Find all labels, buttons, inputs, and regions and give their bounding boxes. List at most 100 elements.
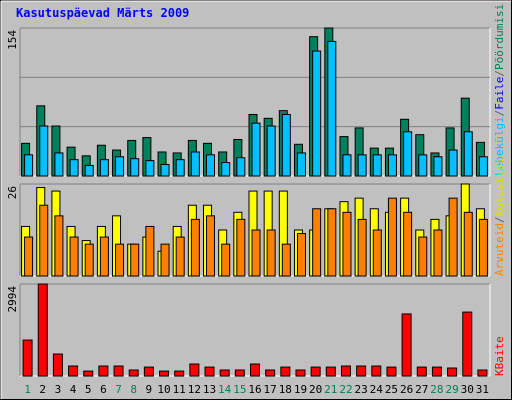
bar <box>463 131 473 177</box>
bar <box>221 162 231 177</box>
legend-text: KBaite <box>493 336 506 376</box>
bar <box>159 370 170 377</box>
bar <box>327 40 337 177</box>
bar <box>448 149 458 177</box>
bar <box>357 154 367 177</box>
x-tick-label: 8 <box>130 383 137 396</box>
x-tick-label: 28 <box>430 383 443 396</box>
bar <box>477 369 488 377</box>
bar <box>98 365 109 377</box>
bar <box>206 215 216 277</box>
bar <box>206 154 216 177</box>
bar <box>99 159 109 177</box>
x-tick-label: 30 <box>461 383 474 396</box>
bar <box>39 125 49 177</box>
legend-text: / <box>493 70 506 77</box>
legend: Arvuteid/Külastusi <box>493 157 506 276</box>
legend-text: / <box>493 216 506 223</box>
x-tick-label: 18 <box>279 383 292 396</box>
bar <box>401 313 412 377</box>
bar <box>295 369 306 377</box>
bar <box>296 233 306 277</box>
x-tick-label: 7 <box>115 383 122 396</box>
bar <box>234 369 245 377</box>
bar <box>251 229 261 277</box>
bar <box>128 369 139 377</box>
bar <box>84 243 94 277</box>
legend-text: / <box>493 110 506 117</box>
bar <box>115 156 125 177</box>
bar <box>52 353 63 377</box>
legend-text: Pöördumisi <box>493 4 506 70</box>
bar <box>296 152 306 177</box>
x-tick-label: 27 <box>415 383 428 396</box>
bar <box>130 158 140 177</box>
bar <box>387 154 397 177</box>
x-tick-label: 5 <box>85 383 92 396</box>
y-tick-label: 154 <box>6 30 19 50</box>
bar <box>418 236 428 277</box>
bar <box>251 122 261 177</box>
legend-text: Külastusi <box>493 157 506 217</box>
bar <box>266 125 276 177</box>
bar <box>113 365 124 377</box>
bar <box>130 243 140 277</box>
bar <box>69 236 79 277</box>
bar <box>143 366 154 377</box>
x-tick-label: 25 <box>385 383 398 396</box>
bar <box>204 366 215 377</box>
x-tick-label: 24 <box>370 383 384 396</box>
chart-title: Kasutuspäevad Märts 2009 <box>16 6 189 20</box>
bar <box>403 211 413 277</box>
legend: KBaite <box>493 336 506 376</box>
bar <box>54 152 64 177</box>
bar <box>236 218 246 277</box>
bar <box>462 311 473 377</box>
bar <box>356 365 367 377</box>
x-tick-label: 3 <box>55 383 62 396</box>
bar <box>433 156 443 177</box>
x-tick-label: 26 <box>400 383 413 396</box>
bar <box>160 163 170 177</box>
bar <box>312 208 322 277</box>
bar <box>175 159 185 177</box>
bar <box>342 211 352 277</box>
bar <box>416 366 427 377</box>
x-tick-label: 12 <box>188 383 201 396</box>
bar <box>325 366 336 377</box>
bar <box>174 370 185 377</box>
bar <box>310 366 321 377</box>
bar <box>266 229 276 277</box>
bar <box>372 229 382 277</box>
bar <box>463 211 473 277</box>
x-tick-label: 20 <box>309 383 322 396</box>
x-tick-label: 19 <box>294 383 307 396</box>
bar <box>221 243 231 277</box>
bar <box>312 50 322 177</box>
bar <box>372 154 382 177</box>
y-tick-label: 2994 <box>6 286 19 313</box>
y-tick-label: 26 <box>6 186 19 199</box>
bar <box>265 369 276 377</box>
x-tick-label: 31 <box>476 383 489 396</box>
x-tick-label: 13 <box>203 383 216 396</box>
bar <box>371 365 382 377</box>
x-tick-label: 17 <box>264 383 277 396</box>
bar <box>115 243 125 277</box>
legend: Lehekülgi/Faile/Pöördumisi <box>493 4 506 176</box>
bar <box>145 225 155 277</box>
bar <box>37 283 48 377</box>
bar <box>145 160 155 177</box>
bar <box>357 218 367 277</box>
x-tick-label: 9 <box>146 383 153 396</box>
panel <box>20 284 490 376</box>
bar <box>219 369 230 377</box>
x-tick-label: 21 <box>324 383 337 396</box>
bar <box>175 236 185 277</box>
bar <box>83 370 94 377</box>
bar <box>250 363 260 377</box>
legend-text: Lehekülgi <box>493 116 506 176</box>
bar <box>342 154 352 177</box>
bar <box>478 156 488 177</box>
